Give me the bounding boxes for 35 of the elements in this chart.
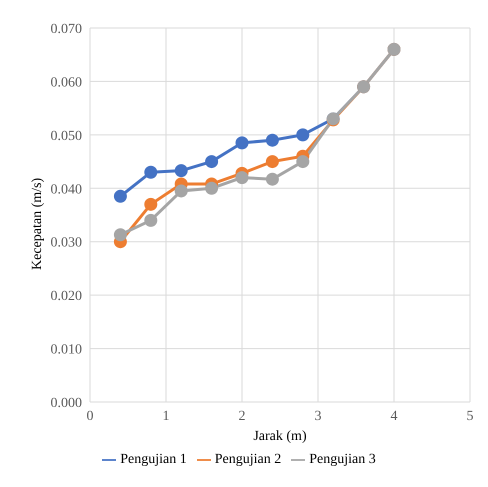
point bbox=[266, 155, 279, 168]
y-tick-label: 0.050 bbox=[50, 128, 82, 144]
point bbox=[144, 166, 158, 179]
point bbox=[296, 128, 310, 142]
legend-label: Pengujian 2 bbox=[214, 452, 282, 467]
point bbox=[236, 136, 248, 150]
y-tick-label: 0.010 bbox=[50, 342, 82, 358]
y-tick-label: 0.060 bbox=[50, 75, 82, 90]
point bbox=[205, 182, 218, 195]
x-tick-label: 1 bbox=[162, 408, 170, 424]
x-tick-label: 5 bbox=[466, 408, 474, 424]
x-axis-title: Jarak (m) bbox=[253, 429, 307, 444]
legend-label: Pengujian 1 bbox=[120, 452, 187, 467]
x-tick-label: 4 bbox=[390, 408, 398, 424]
point bbox=[114, 190, 127, 203]
point bbox=[144, 198, 158, 211]
point bbox=[266, 172, 279, 186]
point bbox=[205, 155, 218, 168]
point bbox=[266, 134, 279, 147]
point bbox=[296, 155, 310, 168]
y-tick-label: 0.000 bbox=[50, 396, 82, 411]
y-tick-label: 0.040 bbox=[50, 182, 82, 198]
point bbox=[236, 171, 248, 184]
x-tick-label: 2 bbox=[238, 408, 246, 424]
point bbox=[174, 164, 188, 178]
x-tick-label: 0 bbox=[86, 408, 94, 424]
point bbox=[144, 214, 158, 227]
x-tick-label: 3 bbox=[314, 408, 322, 424]
y-tick-label: 0.020 bbox=[50, 289, 82, 304]
point bbox=[114, 228, 127, 242]
point bbox=[174, 184, 188, 198]
y-axis-title: Kecepatan (m/s) bbox=[30, 178, 45, 270]
y-tick-label: 0.070 bbox=[50, 22, 82, 37]
legend-label: Pengujian 3 bbox=[309, 452, 376, 467]
y-tick-label: 0.030 bbox=[50, 236, 82, 251]
